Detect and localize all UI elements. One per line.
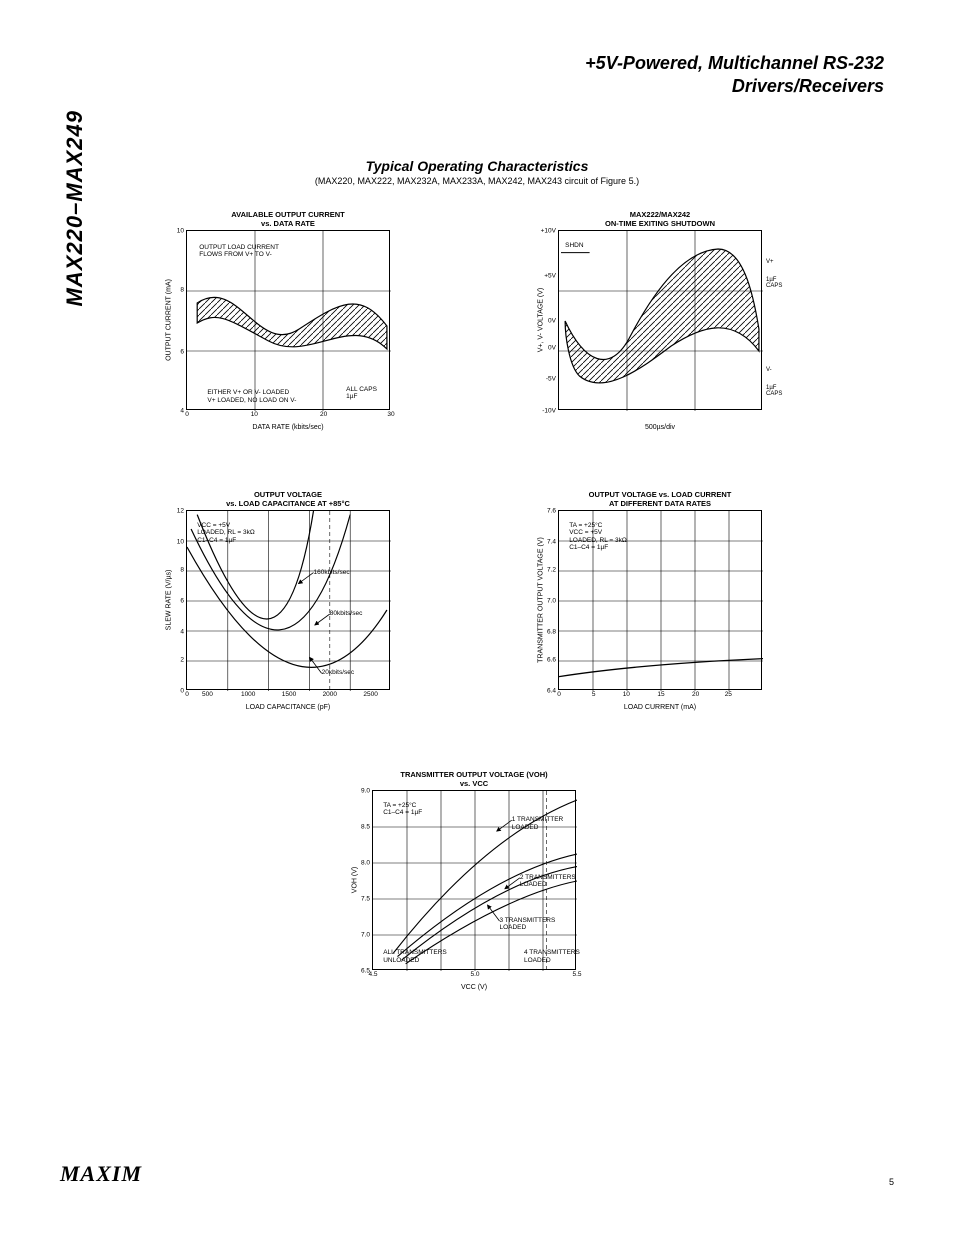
y-tick: 6.8: [547, 628, 559, 635]
maxim-logo: MAXIM: [60, 1161, 142, 1187]
y-tick: -10V: [542, 408, 559, 415]
chart-c1: AVAILABLE OUTPUT CURRENTvs. DATA RATE OUT…: [186, 210, 390, 410]
chart-annotation: 160kbits/sec: [313, 569, 349, 576]
chart-annotation: 1 TRANSMITTER LOADED: [512, 816, 564, 831]
x-axis-label: LOAD CAPACITANCE (pF): [187, 704, 389, 711]
right-tick: 1µF CAPS: [766, 385, 782, 397]
part-label: MAX220–MAX249: [62, 110, 88, 306]
y-tick: 7.4: [547, 538, 559, 545]
sub-heading: Typical Operating Characteristics: [0, 158, 954, 174]
chart-c5: TRANSMITTER OUTPUT VOLTAGE (VOH)vs. VCC V…: [372, 770, 576, 970]
sub-note: (MAX220, MAX222, MAX232A, MAX233A, MAX24…: [0, 176, 954, 186]
chart-title: MAX222/MAX242ON-TIME EXITING SHUTDOWN: [558, 210, 762, 228]
chart-c4: OUTPUT VOLTAGE vs. LOAD CURRENTAT DIFFER…: [558, 490, 762, 690]
chart-annotation: 20kbits/sec: [322, 669, 355, 676]
y-tick: 4: [180, 628, 187, 635]
y-tick: 7.0: [547, 598, 559, 605]
y-tick: 7.5: [361, 896, 373, 903]
title-line2: Drivers/Receivers: [585, 75, 884, 98]
y-tick: 0V: [548, 345, 559, 352]
y-axis-label: SLEW RATE (V/µs): [166, 570, 173, 631]
x-axis-label: LOAD CURRENT (mA): [559, 704, 761, 711]
right-tick: V-: [766, 367, 772, 373]
y-tick: 6: [180, 348, 187, 355]
right-tick: 1µF CAPS: [766, 277, 782, 289]
chart-c3: OUTPUT VOLTAGEvs. LOAD CAPACITANCE AT +8…: [186, 490, 390, 690]
y-tick: 8: [180, 567, 187, 574]
y-tick: 8: [180, 287, 187, 294]
chart-c2: MAX222/MAX242ON-TIME EXITING SHUTDOWN V+,…: [558, 210, 762, 410]
y-tick: 2: [180, 657, 187, 664]
chart-annotation: 80kbits/sec: [330, 610, 363, 617]
chart-plot: SLEW RATE (V/µs)LOAD CAPACITANCE (pF)121…: [186, 510, 390, 690]
chart-title: TRANSMITTER OUTPUT VOLTAGE (VOH)vs. VCC: [372, 770, 576, 788]
x-axis-label: VCC (V): [373, 984, 575, 991]
chart-title: OUTPUT VOLTAGE vs. LOAD CURRENTAT DIFFER…: [558, 490, 762, 508]
y-tick: +5V: [544, 273, 559, 280]
y-tick: 10: [177, 228, 187, 235]
chart-annotation: ALL TRANSMITTERS UNLOADED: [383, 949, 447, 964]
chart-annotation: SHDN: [565, 242, 583, 249]
y-axis-label: TRANSMITTER OUTPUT VOLTAGE (V): [538, 537, 545, 663]
chart-plot: TRANSMITTER OUTPUT VOLTAGE (V)LOAD CURRE…: [558, 510, 762, 690]
x-axis-label: 500µs/div: [559, 424, 761, 431]
chart-plot: OUTPUT CURRENT (mA)DATA RATE (kbits/sec)…: [186, 230, 390, 410]
chart-annotation: OUTPUT LOAD CURRENT FLOWS FROM V+ TO V-: [199, 244, 279, 259]
chart-annotation: VCC = +5V LOADED, RL = 3kΩ C1–C4 = 1µF: [197, 522, 255, 544]
y-tick: 7.0: [361, 932, 373, 939]
y-tick: 7.2: [547, 567, 559, 574]
y-axis-label: OUTPUT CURRENT (mA): [166, 279, 173, 361]
y-axis-label: V+, V- VOLTAGE (V): [538, 288, 545, 353]
page-footer: MAXIM 5: [60, 1161, 894, 1187]
chart-annotation: TA = +25°C C1–C4 = 1µF: [383, 802, 422, 817]
y-axis-label: VOH (V): [352, 867, 359, 893]
y-tick: 7.6: [547, 508, 559, 515]
y-tick: 0V: [548, 318, 559, 325]
chart-annotation: ALL CAPS 1µF: [346, 386, 377, 401]
chart-plot: V+, V- VOLTAGE (V)500µs/div+10V+5V0V0V-5…: [558, 230, 762, 410]
y-tick: 8.5: [361, 824, 373, 831]
y-tick: +10V: [541, 228, 559, 235]
y-tick: 10: [177, 538, 187, 545]
y-tick: 9.0: [361, 788, 373, 795]
chart-annotation: 3 TRANSMITTERS LOADED: [499, 917, 555, 932]
right-tick: V+: [766, 259, 774, 265]
y-tick: 6: [180, 598, 187, 605]
chart-annotation: 2 TRANSMITTERS LOADED: [520, 874, 576, 889]
chart-annotation: EITHER V+ OR V- LOADED V+ LOADED, NO LOA…: [207, 389, 296, 404]
y-tick: -5V: [546, 375, 559, 382]
page-number: 5: [889, 1177, 894, 1187]
y-tick: 6.6: [547, 657, 559, 664]
chart-plot: VOH (V)VCC (V)9.08.58.07.57.06.54.55.05.…: [372, 790, 576, 970]
page-title: +5V-Powered, Multichannel RS-232 Drivers…: [585, 52, 884, 99]
x-axis-label: DATA RATE (kbits/sec): [187, 424, 389, 431]
chart-annotation: TA = +25°C VCC = +5V LOADED, RL = 3kΩ C1…: [569, 522, 627, 552]
title-line1: +5V-Powered, Multichannel RS-232: [585, 52, 884, 75]
y-tick: 8.0: [361, 860, 373, 867]
chart-annotation: 4 TRANSMITTERS LOADED: [524, 949, 580, 964]
chart-title: OUTPUT VOLTAGEvs. LOAD CAPACITANCE AT +8…: [186, 490, 390, 508]
chart-title: AVAILABLE OUTPUT CURRENTvs. DATA RATE: [186, 210, 390, 228]
y-tick: 12: [177, 508, 187, 515]
